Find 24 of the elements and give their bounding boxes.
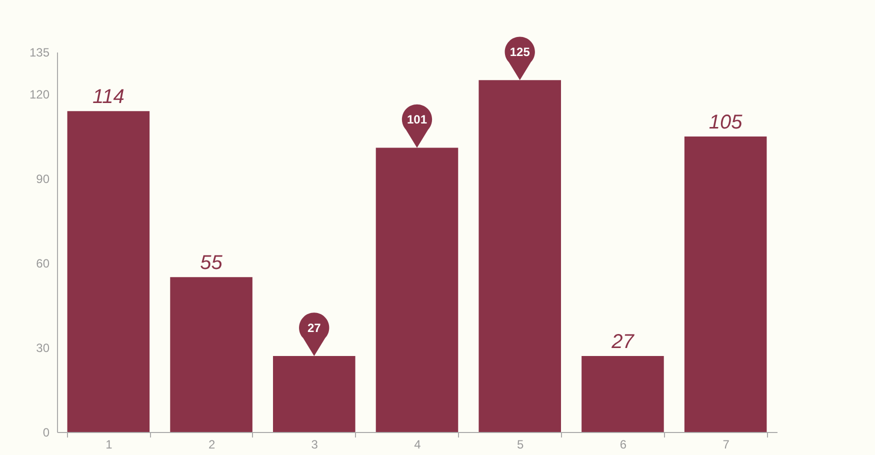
bar: [67, 111, 150, 432]
y-tick-label: 135: [29, 46, 50, 60]
data-label: 55: [200, 252, 224, 274]
annotation: 101: [406, 112, 428, 127]
y-tick-label: 0: [42, 426, 50, 440]
x-tick-label: 4: [414, 438, 422, 452]
data-label: 27: [610, 331, 635, 353]
bar: [170, 277, 252, 432]
x-tick-label: 7: [722, 438, 730, 452]
x-tick-label: 2: [208, 438, 216, 452]
y-tick-label: 30: [36, 341, 50, 356]
x-tick-label: 6: [620, 438, 627, 452]
y-tick-label: 60: [36, 256, 50, 271]
x-tick-label: 1: [106, 438, 113, 452]
y-tick-label: 120: [29, 88, 50, 102]
y-tick-label: 90: [36, 172, 50, 186]
data-label: 105: [708, 111, 744, 134]
x-tick-label: 3: [311, 438, 318, 452]
bar: [684, 136, 767, 432]
bar: [582, 356, 664, 432]
annotation: 27: [307, 321, 322, 335]
annotation: 125: [510, 45, 530, 60]
data-label: 114: [92, 86, 124, 108]
x-tick-label: 5: [517, 438, 524, 452]
